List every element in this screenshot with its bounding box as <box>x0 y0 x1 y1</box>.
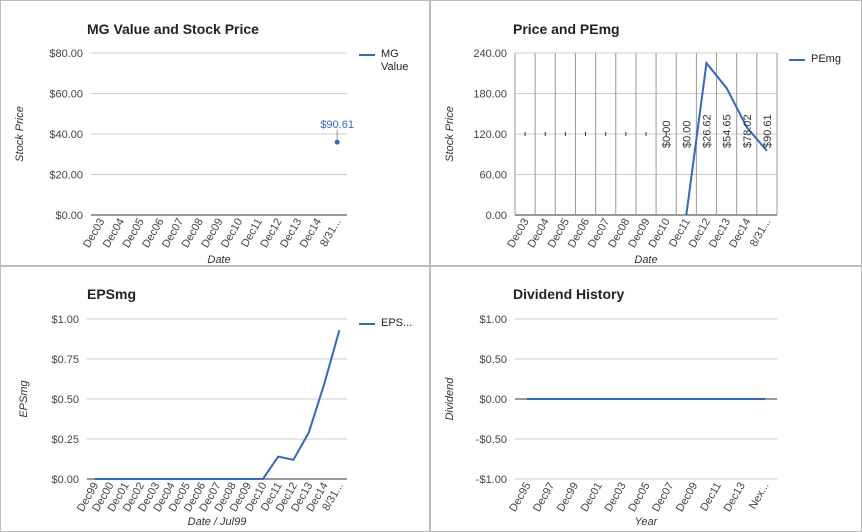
x-tick-label: Dec95 <box>507 481 533 515</box>
y-tick-label: 0.00 <box>486 210 507 222</box>
x-tick-label: Nex... <box>747 481 772 512</box>
y-tick-label: $0.00 <box>51 474 79 486</box>
legend-swatch <box>359 323 375 325</box>
y-tick-label: $60.00 <box>49 89 83 101</box>
x-tick-label: Dec99 <box>555 481 581 515</box>
chart-panel-dividend-history: Dividend History -$1.00 -$0.50 $0.00 $0.50 $… <box>430 266 862 532</box>
chart-legend: EPS... <box>359 317 412 330</box>
x-axis-title: Date <box>207 254 230 266</box>
y-axis-title: Stock Price <box>444 106 456 162</box>
price-label: $0.00 <box>681 120 693 148</box>
y-tick-label: $0.50 <box>479 354 507 366</box>
legend-swatch <box>359 54 375 56</box>
chart-title: Price and PEmg <box>513 21 620 37</box>
mg-value-chart-svg: $0.00$20.00$40.00$60.00$80.00Dec03Dec04D… <box>14 48 354 266</box>
y-tick-label: $40.00 <box>49 129 83 141</box>
series-line <box>685 60 768 216</box>
price-label: $78.02 <box>742 114 754 148</box>
y-tick-label: -$1.00 <box>476 474 507 486</box>
legend-label: EPS... <box>381 317 413 329</box>
x-tick-label: Dec05 <box>626 481 652 515</box>
y-axis-title: Dividend <box>444 377 456 421</box>
dividend-history-chart-svg: -$1.00-$0.50$0.00$0.50$1.00Dec95Dec97Dec… <box>444 314 777 528</box>
x-tick-label: Dec09 <box>674 481 700 515</box>
legend-label: PEmg <box>811 53 841 65</box>
y-tick-label: 180.00 <box>473 89 507 101</box>
y-tick-label: $0.00 <box>479 394 507 406</box>
price-label: $90.61 <box>762 114 774 148</box>
x-tick-label: 8/31... <box>748 217 774 249</box>
chart-title: MG Value and Stock Price <box>87 21 259 37</box>
x-tick-label: Dec13 <box>722 481 748 515</box>
y-tick-label: -$0.50 <box>476 434 507 446</box>
chart-legend: PEmg <box>789 53 841 66</box>
y-tick-label: 60.00 <box>479 170 507 182</box>
chart-legend: MG Value <box>359 48 408 74</box>
x-axis-title: Date <box>634 254 657 266</box>
x-axis-title: Date / Jul99 <box>188 516 247 528</box>
y-tick-label: $0.75 <box>51 354 79 366</box>
price-label: $0.00 <box>661 120 673 148</box>
x-tick-label: Dec03 <box>602 481 628 515</box>
y-tick-label: $0.25 <box>51 434 79 446</box>
y-axis-title: EPSmg <box>18 379 30 417</box>
price-label: $54.65 <box>722 114 734 148</box>
x-tick-label: Dec01 <box>579 481 605 515</box>
x-tick-label: Dec97 <box>531 481 557 515</box>
series-line <box>94 329 341 480</box>
y-tick-label: 120.00 <box>473 129 507 141</box>
y-tick-label: $0.00 <box>55 210 83 222</box>
chart-panel-mg-value: MG Value and Stock Price $0.00 $20.00 $40.… <box>0 0 430 266</box>
chart-panel-price-pemg: Price and PEmg 0.00 60.00 120.00 180.00 240.… <box>430 0 862 266</box>
price-pemg-chart-svg: 0.0060.00120.00180.00240.00Dec03Dec04Dec… <box>444 48 778 266</box>
chart-title: Dividend History <box>513 286 625 302</box>
y-tick-label: $20.00 <box>49 170 83 182</box>
x-tick-label: Dec07 <box>650 481 676 515</box>
annotation-label: $90.61 <box>320 119 354 131</box>
y-tick-label: $80.00 <box>49 48 83 60</box>
chart-title: EPSmg <box>87 286 137 302</box>
y-tick-label: $0.50 <box>51 394 79 406</box>
epsmg-chart-svg: $0.00$0.25$0.50$0.75$1.00Dec99Dec00Dec01… <box>18 314 347 528</box>
data-point <box>334 139 340 145</box>
price-label: $26.62 <box>701 114 713 148</box>
legend-label: MG Value <box>381 48 409 73</box>
x-axis-title: Year <box>635 516 659 528</box>
chart-panel-epsmg: EPSmg $0.00 $0.25 $0.50 $0.75 $1.00 Dec99 Dec0… <box>0 266 430 532</box>
y-axis-title: Stock Price <box>14 106 26 162</box>
legend-swatch <box>789 59 805 61</box>
x-tick-label: Dec11 <box>698 481 724 514</box>
y-tick-label: $1.00 <box>51 314 79 326</box>
y-tick-label: 240.00 <box>473 48 507 60</box>
y-tick-label: $1.00 <box>479 314 507 326</box>
